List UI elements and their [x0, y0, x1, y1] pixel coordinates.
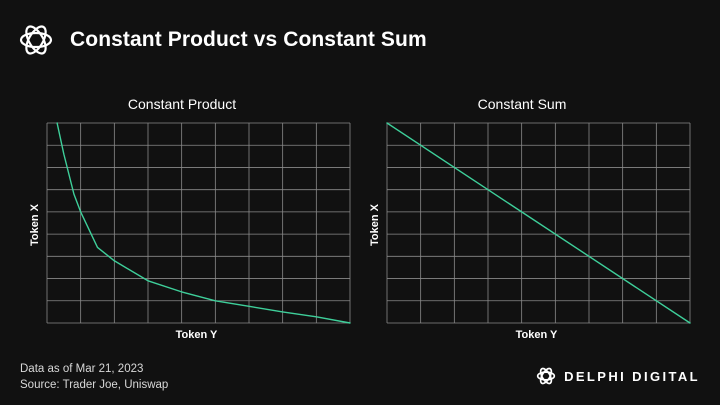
- y-axis-label: Token X: [29, 203, 41, 246]
- delphi-knot-icon: [19, 25, 53, 55]
- series-line: [56, 122, 351, 324]
- x-axis-label: Token Y: [516, 329, 558, 341]
- page-title: Constant Product vs Constant Sum: [70, 28, 427, 51]
- constant-product-chart: Constant Product Token Y Token X: [12, 88, 352, 348]
- brand-name: DELPHI DIGITAL: [564, 368, 700, 384]
- footer: Data as of Mar 21, 2023 Source: Trader J…: [20, 361, 168, 393]
- constant-sum-chart: Constant Sum Token Y Token X: [352, 88, 692, 348]
- x-axis-label: Token Y: [176, 329, 218, 341]
- header: Constant Product vs Constant Sum: [18, 20, 427, 60]
- brand: DELPHI DIGITAL: [536, 366, 700, 386]
- y-axis-label: Token X: [369, 203, 381, 246]
- delphi-knot-icon: [536, 367, 556, 385]
- chart-canvas: Token Y Token X: [29, 122, 351, 341]
- chart-title: Constant Sum: [477, 96, 567, 112]
- data-source: Source: Trader Joe, Uniswap: [20, 379, 169, 391]
- data-date: Data as of Mar 21, 2023: [20, 363, 144, 375]
- grid: [386, 122, 691, 324]
- grid: [46, 122, 351, 324]
- chart-title: Constant Product: [127, 96, 237, 112]
- chart-canvas: Token Y Token X: [369, 122, 691, 341]
- series-line: [386, 122, 691, 324]
